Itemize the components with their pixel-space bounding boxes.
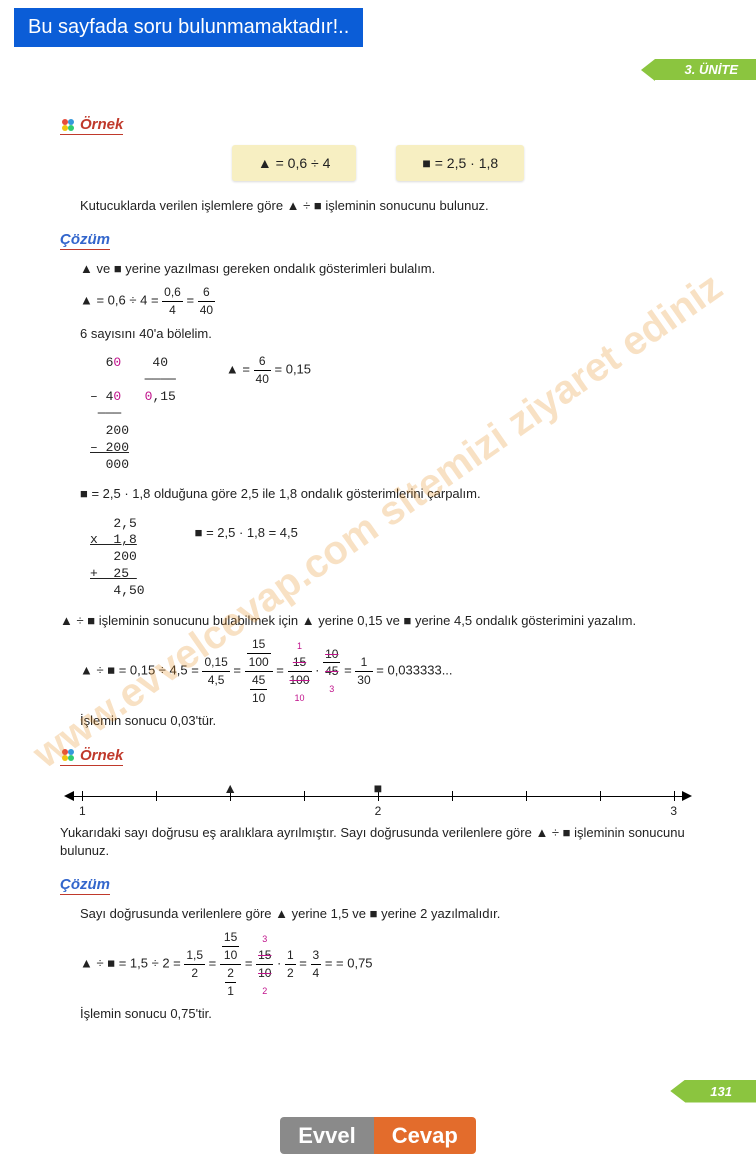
frac-6-40: 640 xyxy=(198,284,215,319)
number-line: 1 ▲ 2■ 3 xyxy=(70,778,686,818)
top-banner: Bu sayfada soru bulunmamaktadır!.. xyxy=(14,8,363,47)
unit-label: 3. ÜNİTE xyxy=(655,59,756,80)
cfrac-1: 15100 4510 xyxy=(245,636,273,706)
mult-row: 2,5 x 1,8 200 + 25 4,50 ■ = 2,5 · 1,8 = … xyxy=(60,510,696,606)
sol2-line2: ▲ ÷ ■ = 1,5 ÷ 2 = 1,52 = 1510 21 = 315 1… xyxy=(80,929,696,999)
res1: = 0,033333... xyxy=(376,663,452,678)
long-division: 60 40 ──── – 40 0,15 ─── 200 – 200 000 xyxy=(90,355,176,473)
sol1-line1: ▲ ve ■ yerine yazılması gereken ondalık … xyxy=(80,260,696,278)
l8a: ▲ ÷ ■ = 0,15 ÷ 4,5 = xyxy=(80,663,202,678)
frac-15-10c: 315 102 xyxy=(256,930,273,998)
frac-06-4: 0,64 xyxy=(162,284,183,319)
side-tri-result: ▲ = 640 = 0,15 xyxy=(226,353,311,388)
sol1-line2: ▲ = 0,6 ÷ 4 = 0,64 = 640 xyxy=(80,284,696,319)
solution1-head: Çözüm xyxy=(60,231,110,250)
frac-15-2: 1,52 xyxy=(184,947,205,982)
example1-question: Kutucuklarda verilen işlemlere göre ▲ ÷ … xyxy=(80,197,696,215)
sol1-line9: İşlemin sonucu 0,03'tür. xyxy=(80,712,696,730)
frac-1-2: 12 xyxy=(285,947,296,982)
eq1: = xyxy=(186,293,197,308)
box-triangle: ▲ = 0,6 ÷ 4 xyxy=(232,145,357,181)
footer-logo-b: Cevap xyxy=(374,1117,476,1154)
dots-icon xyxy=(60,117,76,133)
frac-015-45: 0,154,5 xyxy=(202,654,229,689)
value-boxes: ▲ = 0,6 ÷ 4 ■ = 2,5 · 1,8 xyxy=(60,145,696,181)
example2-title: Örnek xyxy=(80,747,123,764)
s2l2a: ▲ ÷ ■ = 1,5 ÷ 2 = xyxy=(80,956,184,971)
side-sq-result: ■ = 2,5 · 1,8 = 4,5 xyxy=(195,524,298,542)
dots-icon xyxy=(60,747,76,763)
sol2-line1: Sayı doğrusunda verilenlere göre ▲ yerin… xyxy=(80,905,696,923)
frac-3-4: 34 xyxy=(311,947,322,982)
unit-bar: 3. ÜNİTE xyxy=(0,59,756,80)
page-content: www.evvelcevap.com sitemizi ziyaret edin… xyxy=(0,80,756,1060)
footer-logo: EvvelCevap xyxy=(0,1123,756,1163)
example1-title: Örnek xyxy=(80,116,123,133)
frac-6-40b: 640 xyxy=(254,353,271,388)
frac-1-30: 130 xyxy=(355,654,372,689)
solution2-head: Çözüm xyxy=(60,876,110,895)
box-square: ■ = 2,5 · 1,8 xyxy=(396,145,524,181)
footer-logo-a: Evvel xyxy=(280,1117,374,1154)
example2-head: Örnek xyxy=(60,747,123,766)
example2-question: Yukarıdaki sayı doğrusu eş aralıklara ay… xyxy=(60,824,696,860)
sol1-line5: ■ = 2,5 · 1,8 olduğuna göre 2,5 ile 1,8 … xyxy=(80,485,696,503)
solution2-title: Çözüm xyxy=(60,876,110,893)
sideA-pre: ▲ = xyxy=(226,362,254,377)
cfrac-s2: 1510 21 xyxy=(220,929,241,999)
s2res: = = 0,75 xyxy=(325,956,373,971)
sol1-line8: ▲ ÷ ■ = 0,15 ÷ 4,5 = 0,154,5 = 15100 451… xyxy=(80,636,696,706)
solution1-title: Çözüm xyxy=(60,231,110,248)
frac-15-100c: 115 10010 xyxy=(288,637,312,705)
long-mult: 2,5 x 1,8 200 + 25 4,50 xyxy=(90,516,145,600)
example1-head: Örnek xyxy=(60,116,123,135)
division-row: 60 40 ──── – 40 0,15 ─── 200 – 200 000 ▲… xyxy=(60,349,696,479)
sol1-line3: 6 sayısını 40'a bölelim. xyxy=(80,325,696,343)
frac-10-45c: 10 453 xyxy=(323,646,340,697)
page-number: 131 xyxy=(670,1080,756,1103)
sol1-line7: ▲ ÷ ■ işleminin sonucunu bulabilmek için… xyxy=(60,612,696,630)
sol2-line3: İşlemin sonucu 0,75'tir. xyxy=(80,1005,696,1023)
sideA-post: = 0,15 xyxy=(275,362,312,377)
sol1-l2a: ▲ = 0,6 ÷ 4 = xyxy=(80,293,162,308)
